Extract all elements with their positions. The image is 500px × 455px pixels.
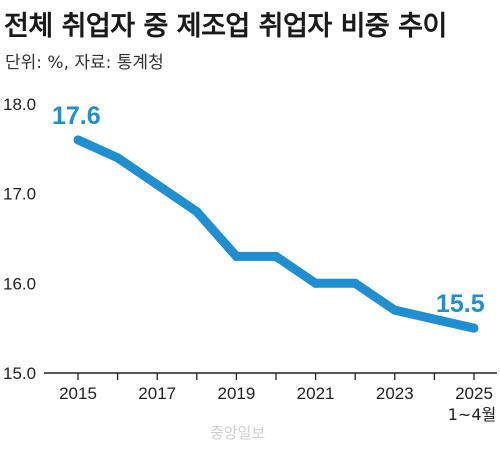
data-point (350, 278, 360, 288)
data-point (271, 251, 281, 261)
y-axis: 18.0 17.0 16.0 15.0 (3, 95, 36, 383)
data-point (469, 323, 479, 333)
data-point (429, 314, 439, 324)
chart-title: 전체 취업자 중 제조업 취업자 비중 추이 (4, 11, 447, 42)
y-tick-label: 16.0 (3, 274, 36, 293)
data-point (152, 180, 162, 190)
y-tick-label: 18.0 (3, 95, 36, 114)
x-tick-note: 1~4월 (448, 405, 497, 424)
data-point (311, 278, 321, 288)
data-label: 15.5 (436, 290, 485, 318)
x-tick-label: 2019 (217, 384, 255, 403)
data-point (113, 153, 123, 163)
x-tick-label: 2021 (297, 384, 335, 403)
x-tick-label: 2025 (455, 384, 493, 403)
data-point (231, 251, 241, 261)
x-tick-label: 2015 (59, 384, 97, 403)
x-tick-label: 2023 (376, 384, 414, 403)
y-tick-label: 15.0 (3, 364, 36, 383)
y-tick-label: 17.0 (3, 185, 36, 204)
series-line (76, 135, 475, 333)
data-point (390, 305, 400, 315)
x-tick-label: 2017 (138, 384, 176, 403)
x-axis: 2015 2017 2019 2021 2023 2025 1~4월 (59, 373, 496, 424)
data-point (73, 135, 83, 145)
watermark-text: 중앙일보 (210, 424, 265, 442)
data-label: 17.6 (52, 102, 101, 130)
data-point (192, 207, 202, 217)
chart-subtitle: 단위: %, 자료: 통계청 (5, 53, 164, 73)
